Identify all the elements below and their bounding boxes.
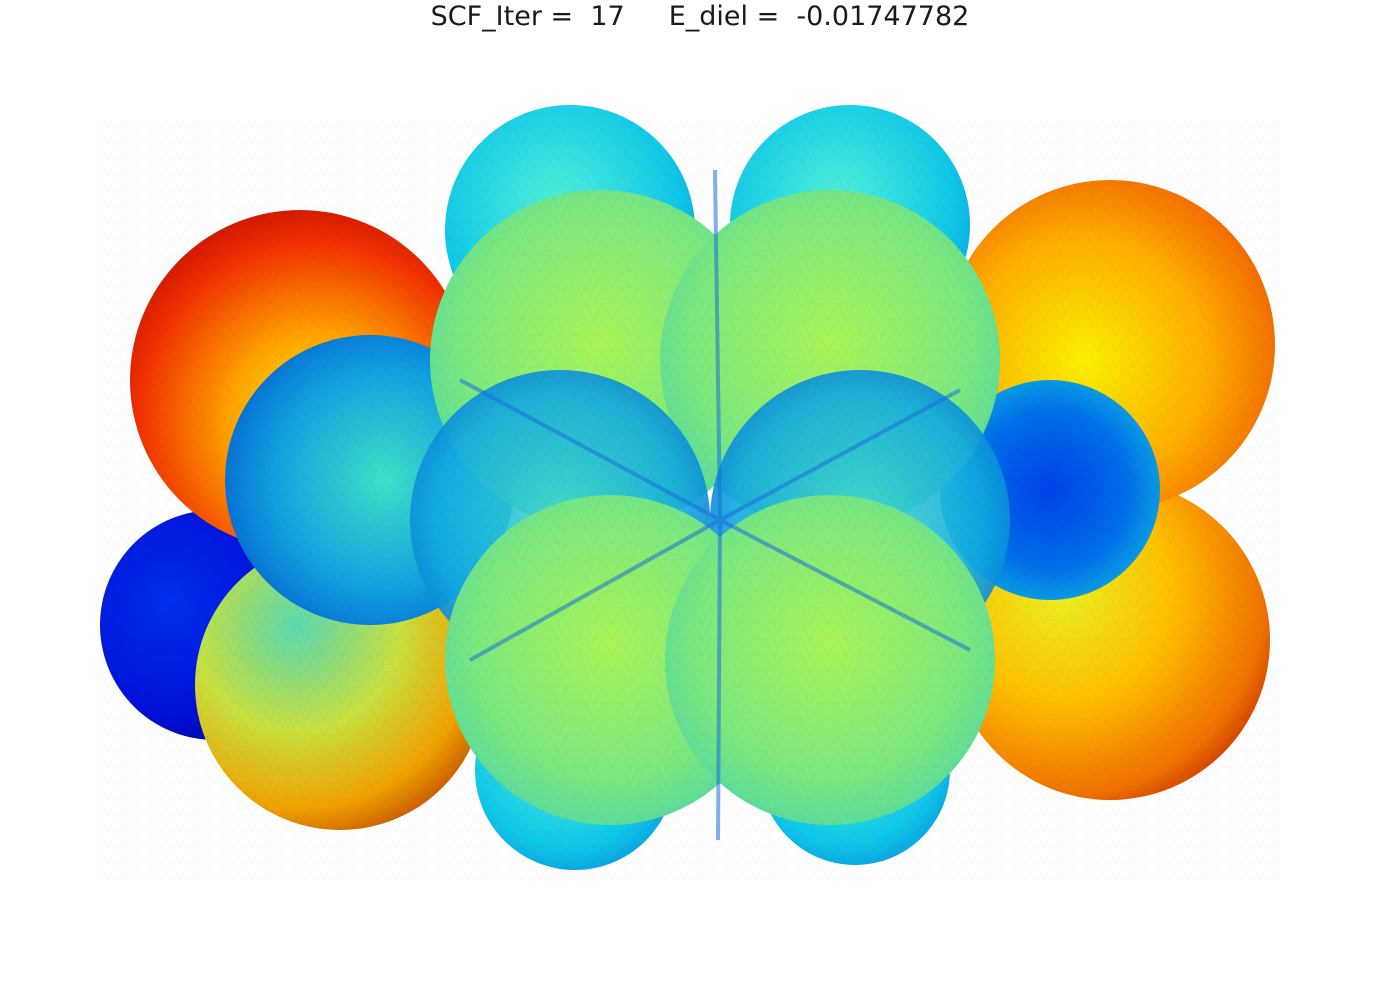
energy-value: -0.01747782	[796, 1, 970, 32]
iteration-value: 17	[590, 1, 625, 32]
scf-status-line: SCF_Iter = 17 E_diel = -0.01747782	[0, 0, 1400, 40]
mesh-texture-overlay	[100, 120, 1280, 880]
iteration-label: SCF_Iter =	[430, 1, 574, 32]
energy-label: E_diel =	[668, 1, 780, 32]
